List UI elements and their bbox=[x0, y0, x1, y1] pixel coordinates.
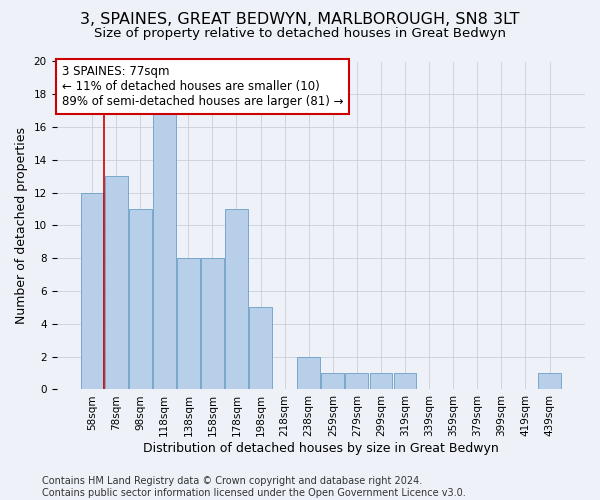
Y-axis label: Number of detached properties: Number of detached properties bbox=[15, 127, 28, 324]
Bar bbox=[322, 373, 344, 390]
Bar bbox=[80, 192, 103, 390]
Text: Size of property relative to detached houses in Great Bedwyn: Size of property relative to detached ho… bbox=[94, 28, 506, 40]
Text: 3, SPAINES, GREAT BEDWYN, MARLBOROUGH, SN8 3LT: 3, SPAINES, GREAT BEDWYN, MARLBOROUGH, S… bbox=[80, 12, 520, 28]
Bar bbox=[129, 209, 152, 390]
Bar bbox=[225, 209, 248, 390]
Bar bbox=[297, 356, 320, 390]
Text: 3 SPAINES: 77sqm
← 11% of detached houses are smaller (10)
89% of semi-detached : 3 SPAINES: 77sqm ← 11% of detached house… bbox=[62, 65, 343, 108]
Bar bbox=[201, 258, 224, 390]
Bar bbox=[177, 258, 200, 390]
Bar bbox=[346, 373, 368, 390]
Bar bbox=[153, 110, 176, 390]
Bar bbox=[370, 373, 392, 390]
Text: Contains HM Land Registry data © Crown copyright and database right 2024.
Contai: Contains HM Land Registry data © Crown c… bbox=[42, 476, 466, 498]
Bar bbox=[538, 373, 561, 390]
X-axis label: Distribution of detached houses by size in Great Bedwyn: Distribution of detached houses by size … bbox=[143, 442, 499, 455]
Bar bbox=[249, 308, 272, 390]
Bar bbox=[394, 373, 416, 390]
Bar bbox=[104, 176, 128, 390]
